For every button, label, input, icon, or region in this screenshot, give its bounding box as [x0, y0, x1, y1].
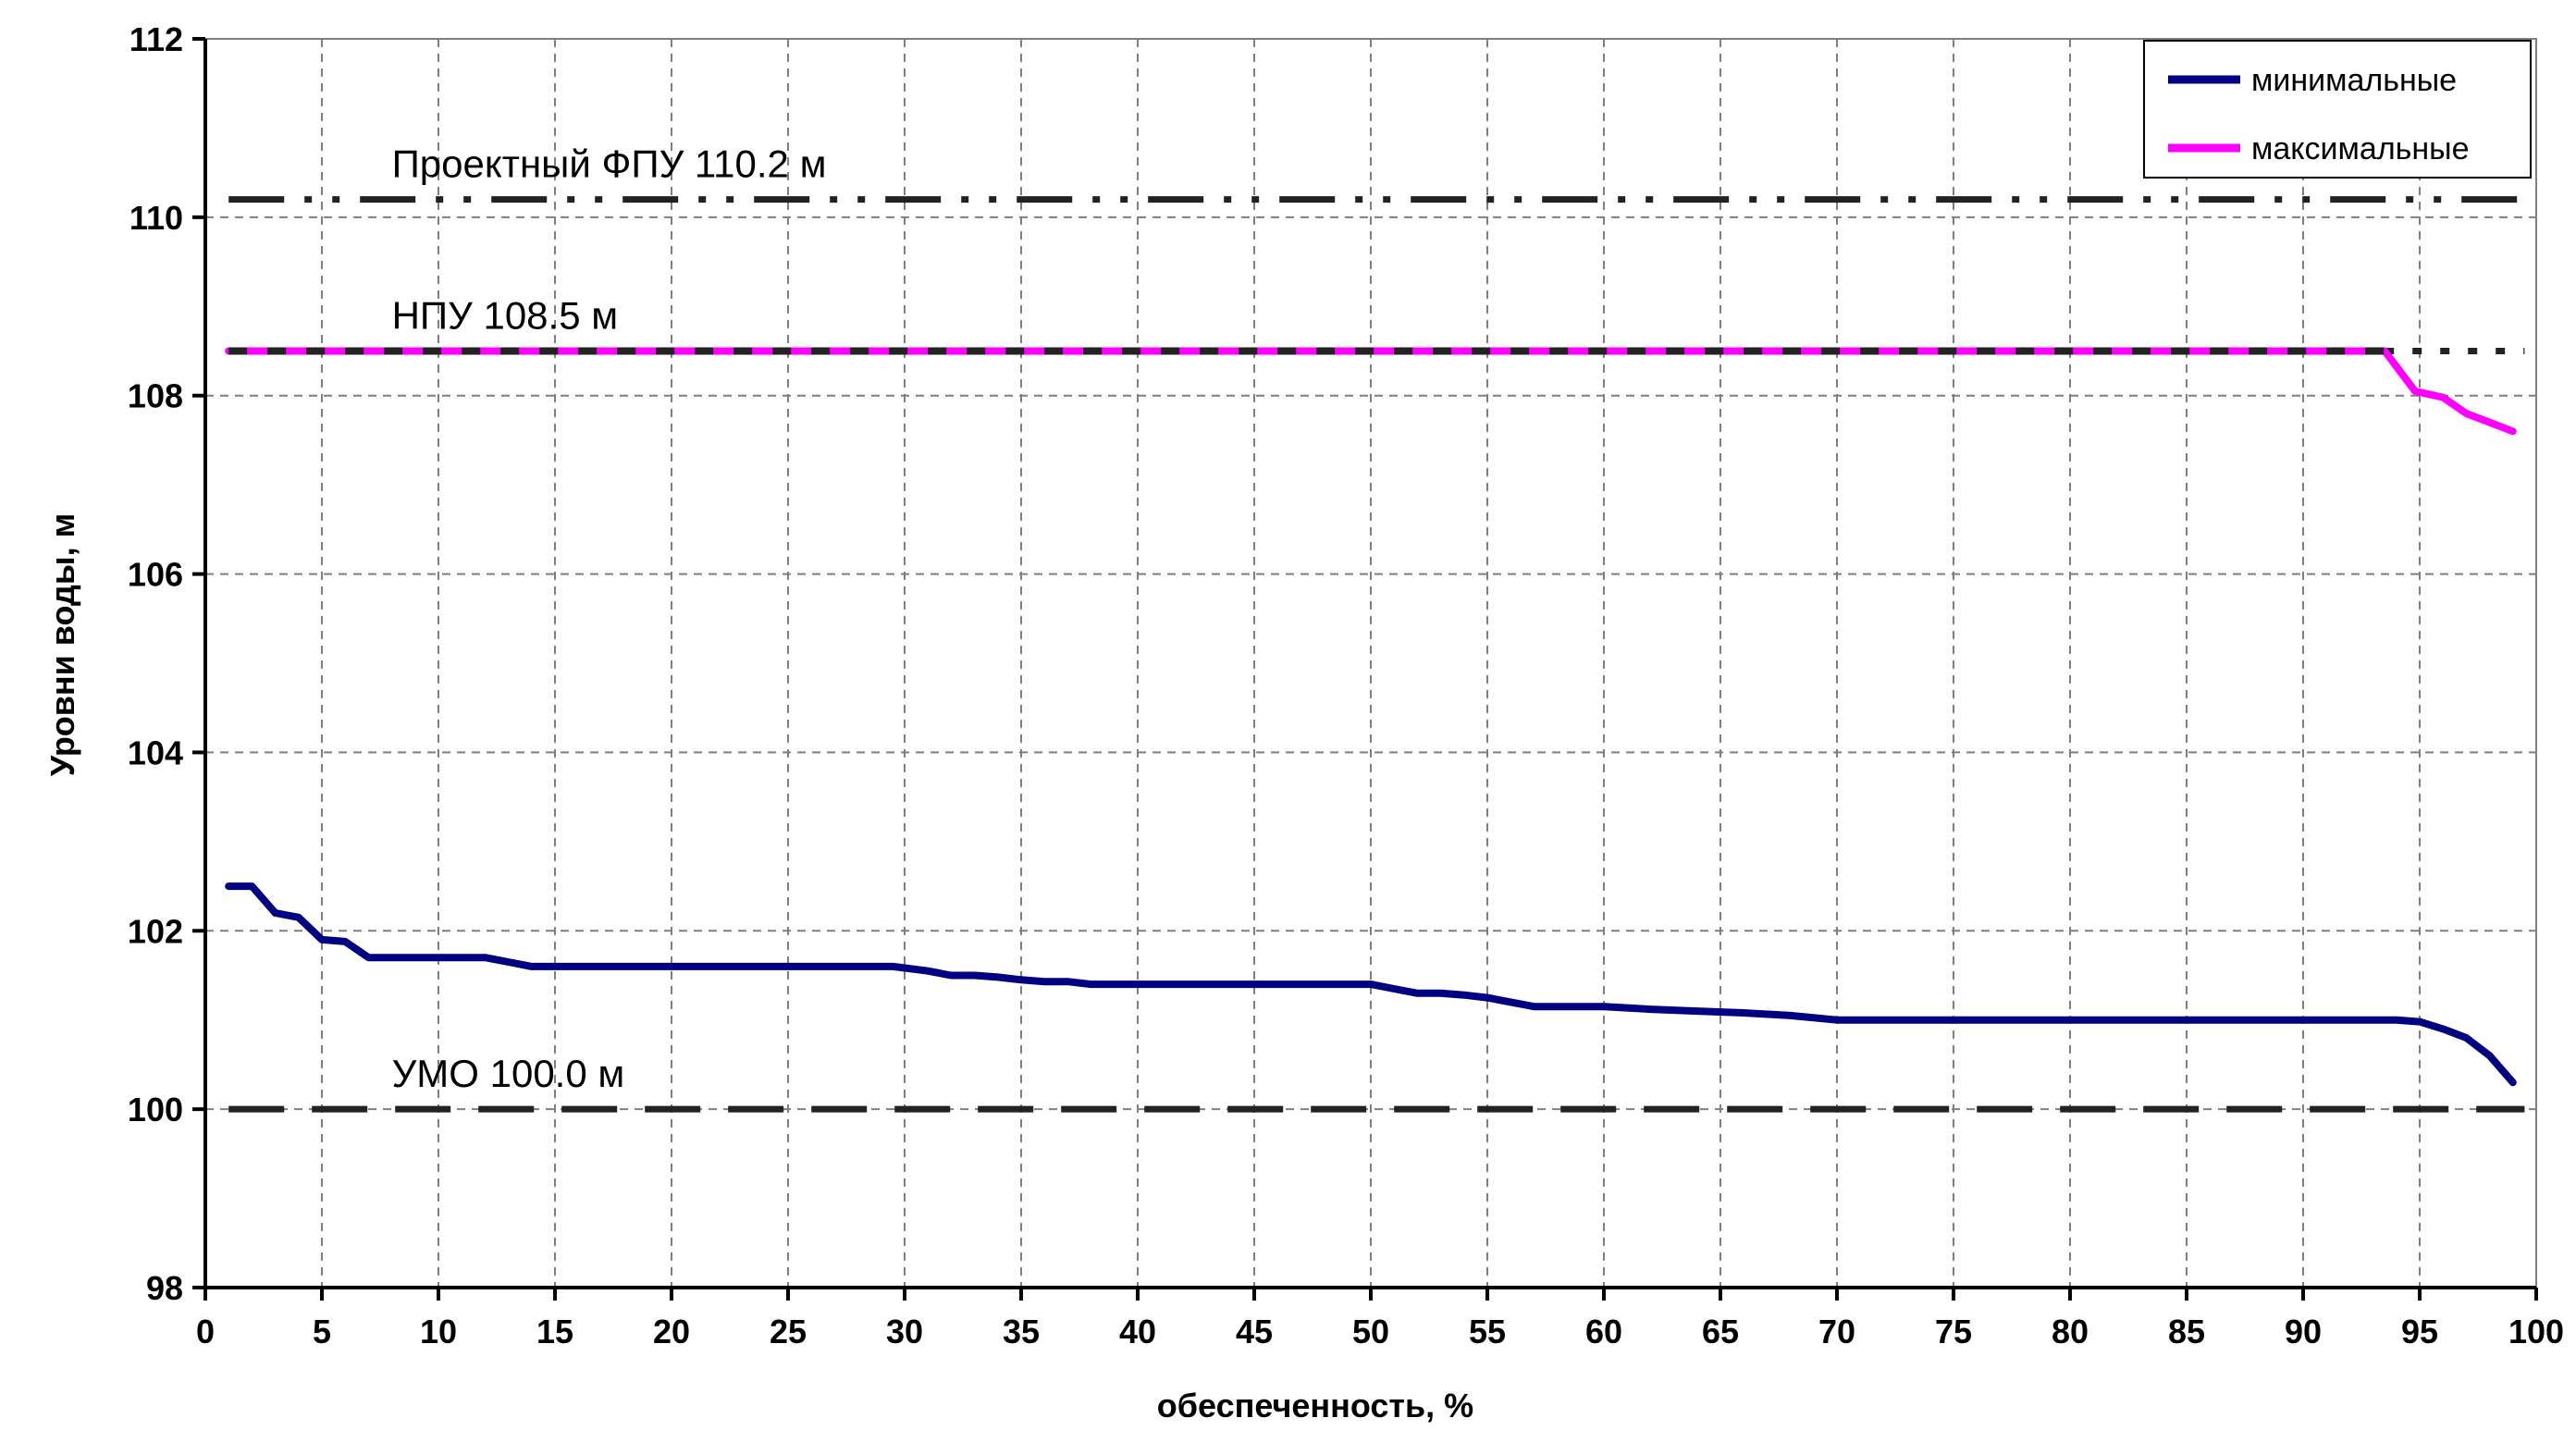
- x-tick-label: 10: [420, 1313, 457, 1350]
- x-tick-label: 45: [1236, 1313, 1273, 1350]
- x-tick-label: 50: [1352, 1313, 1389, 1350]
- x-tick-label: 30: [886, 1313, 923, 1350]
- x-tick-label: 65: [1702, 1313, 1739, 1350]
- x-tick-label: 20: [653, 1313, 690, 1350]
- reference-line-label: УМО 100.0 м: [392, 1052, 625, 1095]
- x-tick-label: 100: [2508, 1313, 2564, 1350]
- legend-box: [2143, 40, 2532, 179]
- x-tick-label: 35: [1003, 1313, 1040, 1350]
- y-tick-label: 110: [129, 199, 183, 237]
- x-tick-label: 90: [2285, 1313, 2322, 1350]
- x-tick-label: 70: [1818, 1313, 1855, 1350]
- y-tick-label: 102: [128, 912, 183, 950]
- reference-line-label: НПУ 108.5 м: [392, 294, 619, 338]
- y-tick-label: 112: [129, 20, 183, 58]
- reference-line-label: Проектный ФПУ 110.2 м: [392, 142, 827, 186]
- y-tick-label: 106: [128, 556, 183, 594]
- legend-label: максимальные: [2251, 131, 2470, 166]
- x-tick-label: 40: [1119, 1313, 1156, 1350]
- legend: минимальные максимальные: [2143, 40, 2532, 179]
- y-tick-label: 100: [128, 1091, 183, 1128]
- y-axis-title: Уровни воды, м: [43, 513, 81, 776]
- x-tick-label: 80: [2052, 1313, 2089, 1350]
- x-tick-label: 0: [196, 1313, 215, 1350]
- x-tick-label: 5: [313, 1313, 331, 1350]
- x-tick-label: 85: [2168, 1313, 2205, 1350]
- x-axis-title: обеспеченность, %: [1157, 1387, 1473, 1424]
- legend-label: минимальные: [2251, 63, 2457, 98]
- y-tick-label: 104: [128, 734, 183, 771]
- x-tick-label: 15: [536, 1313, 573, 1350]
- x-tick-label: 95: [2401, 1313, 2438, 1350]
- x-tick-label: 55: [1469, 1313, 1506, 1350]
- x-tick-label: 25: [770, 1313, 807, 1350]
- y-tick-label: 108: [128, 377, 183, 415]
- x-tick-label: 75: [1935, 1313, 1972, 1350]
- x-tick-label: 60: [1585, 1313, 1622, 1350]
- series-line-min: [225, 882, 2517, 1087]
- y-tick-label: 98: [146, 1269, 183, 1307]
